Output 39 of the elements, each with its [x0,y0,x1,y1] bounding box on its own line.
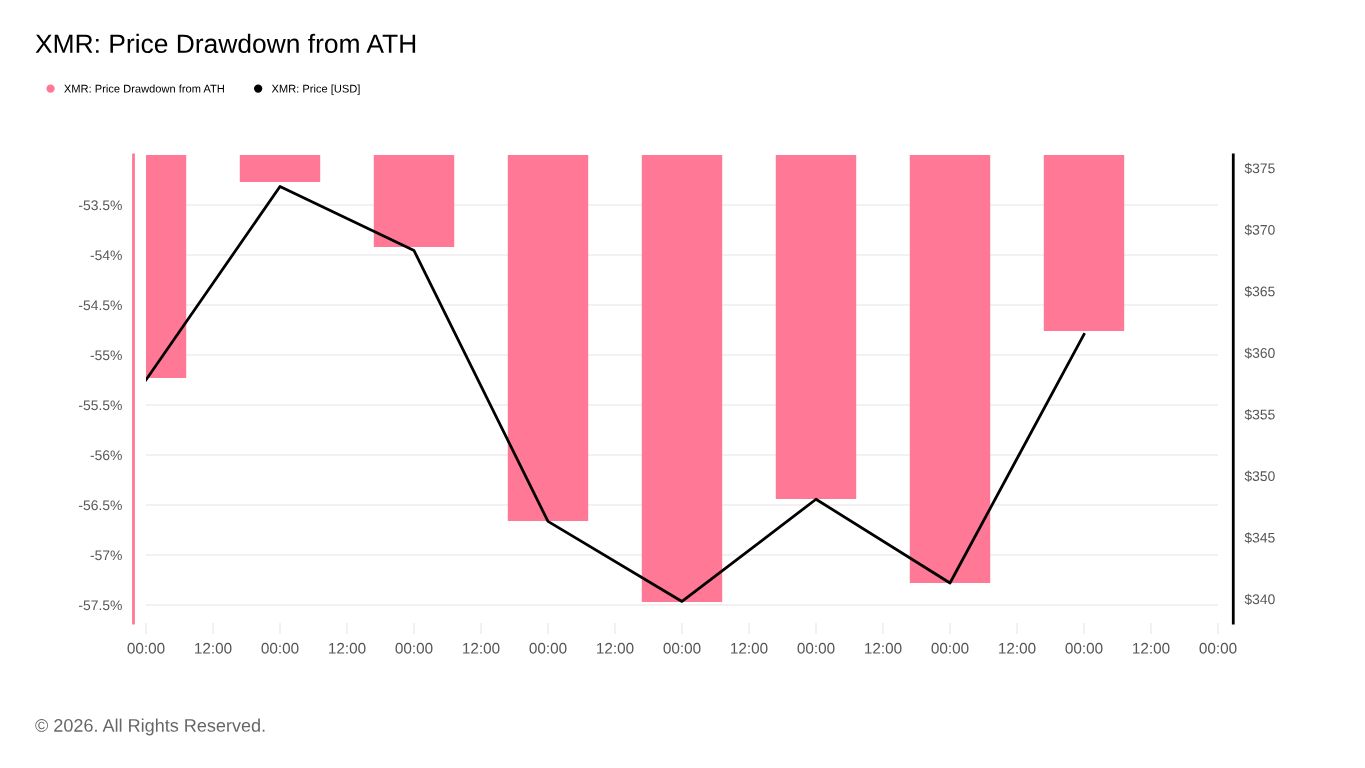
x-tick-label: 00:00 [529,642,567,654]
chart-title: XMR: Price Drawdown from ATH [35,33,416,54]
y2-tick-label: $370 [1244,224,1275,236]
x-tick-label: 00:00 [1199,642,1237,654]
y2-tick-label: $340 [1244,593,1275,605]
x-tick-label: 00:00 [663,642,701,654]
y2-tick-label: $345 [1244,532,1275,544]
x-tick-label: 12:00 [329,642,366,654]
y-tick-label: -55.5% [79,400,122,411]
x-tick-label: 12:00 [999,642,1036,654]
y-tick-label: -57.5% [79,600,122,611]
y2-tick-label: $375 [1244,162,1275,175]
y2-tick-label: $350 [1244,470,1275,482]
y-tick-label: -56% [90,450,122,461]
y2-tick-label: $360 [1244,347,1275,359]
x-tick-label: 12:00 [597,642,634,654]
x-tick-label: 00:00 [931,642,969,654]
y-tick-label: -57% [90,550,122,561]
x-tick-label: 12:00 [731,642,768,654]
y-tick-label: -54% [90,250,122,261]
x-tick-label: 12:00 [463,642,500,654]
y2-tick-label: $365 [1244,285,1275,298]
x-tick-label: 00:00 [797,642,835,654]
text: © 2026. All Rights Reserved. [35,718,265,736]
y-tick-label: -56.5% [79,500,122,511]
x-tick-label: 00:00 [395,642,433,654]
y-tick-label: -53.5% [79,200,122,211]
line-series [146,185,1086,603]
x-tick-label: 12:00 [1133,642,1170,654]
x-tick-label: 00:00 [127,642,165,654]
x-tick-label: 00:00 [1065,642,1103,654]
y2-tick-label: $355 [1244,409,1275,421]
x-tick-label: 00:00 [261,642,299,654]
x-tick-label: 12:00 [195,642,232,654]
legend-label: XMR: Price [USD] [271,84,360,95]
y-tick-label: -55% [90,350,122,361]
y-tick-label: -54.5% [79,300,122,311]
legend-label: XMR: Price Drawdown from ATH [64,84,224,93]
x-tick-label: 12:00 [865,642,902,654]
